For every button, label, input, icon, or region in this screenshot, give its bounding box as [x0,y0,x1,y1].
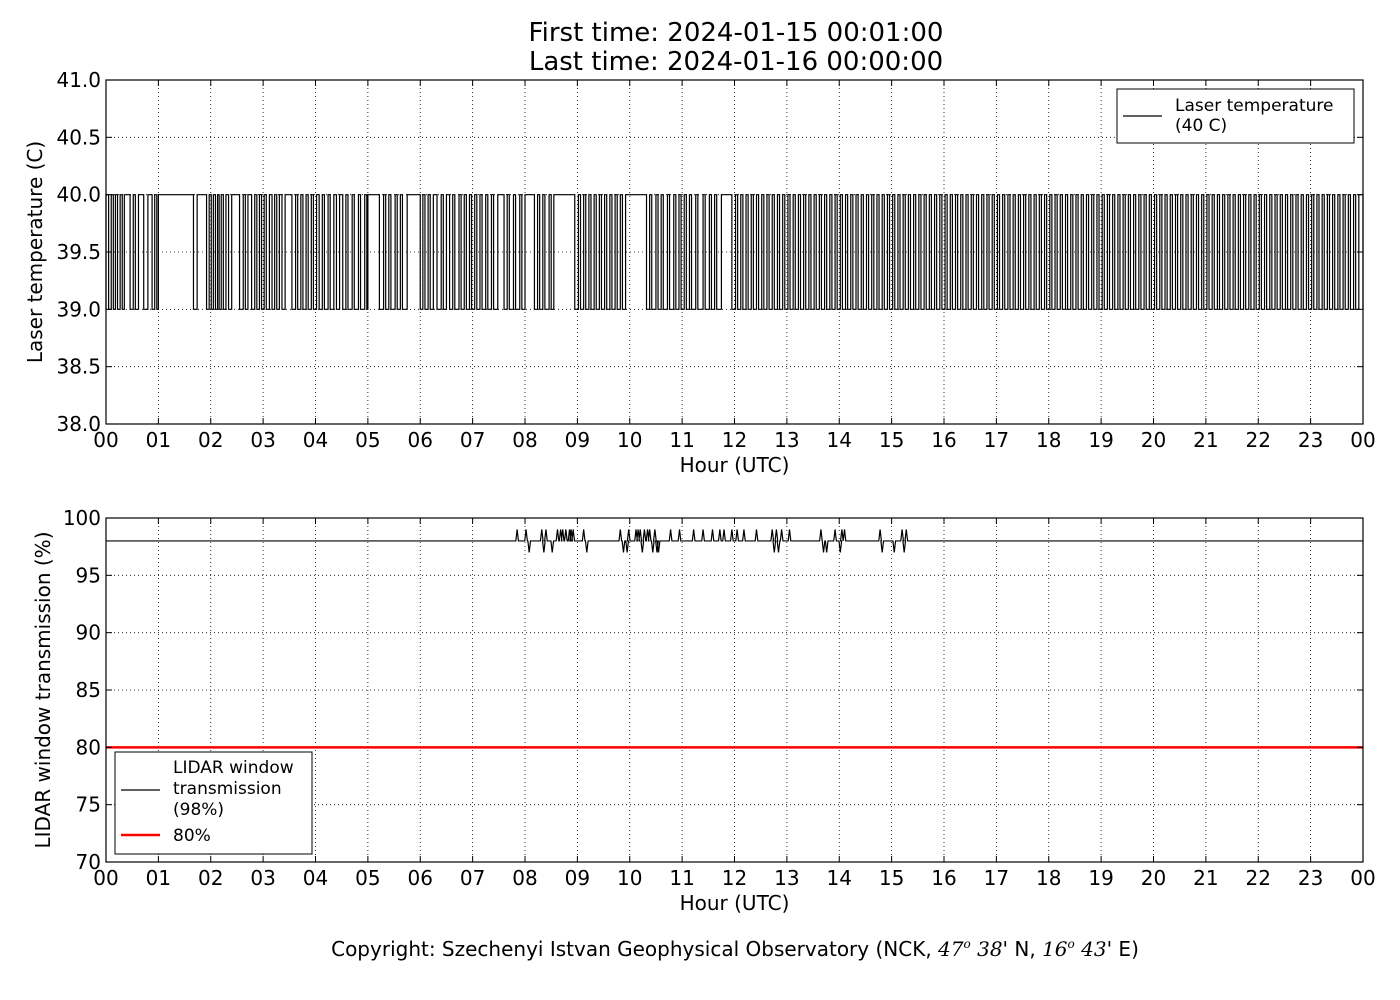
legend-label: (98%) [173,800,224,820]
x-tick-label: 15 [879,866,904,890]
longitude-minutes: 43 [1074,937,1107,961]
copyright-footer: Copyright: Szechenyi Istvan Geophysical … [0,937,1400,961]
y-tick-label: 40.0 [56,183,101,207]
x-tick-label: 02 [198,866,223,890]
x-tick-label: 10 [617,866,642,890]
x-tick-label: 13 [774,866,799,890]
y-tick-label: 38.0 [56,412,101,436]
x-tick-label: 00 [1350,866,1375,890]
y-tick-label: 95 [76,563,101,587]
y-axis-label: LIDAR window transmission (%) [31,532,55,849]
y-tick-label: 100 [63,506,101,530]
x-tick-label: 11 [669,866,694,890]
x-tick-label: 03 [250,428,275,452]
x-tick-label: 17 [984,428,1009,452]
x-tick-label: 12 [722,866,747,890]
chart-panel-1: 00 01 02 03 04 05 06 07 08 09 10 11 12 13 14 15 16 17 18 19… [23,68,1376,477]
y-tick-label: 39.0 [56,297,101,321]
x-tick-label: 05 [355,428,380,452]
x-tick-label: 16 [931,428,956,452]
y-tick-label: 85 [76,678,101,702]
legend-label: 80% [173,826,211,846]
y-tick-label: 70 [76,850,101,874]
x-tick-label: 16 [931,866,956,890]
x-tick-label: 00 [1350,428,1375,452]
x-tick-label: 19 [1088,866,1113,890]
y-tick-label: 38.5 [56,355,101,379]
x-tick-label: 07 [460,866,485,890]
y-tick-label: 39.5 [56,240,101,264]
x-tick-label: 00 [93,428,118,452]
x-tick-label: 22 [1246,866,1271,890]
x-tick-label: 04 [303,428,328,452]
y-tick-label: 75 [76,793,101,817]
copyright-prefix: Copyright: Szechenyi Istvan Geophysical … [331,937,939,961]
y-tick-label: 90 [76,621,101,645]
x-tick-label: 08 [512,866,537,890]
y-tick-label: 40.5 [56,125,101,149]
y-tick-label: 80 [76,735,101,759]
x-tick-label: 01 [146,428,171,452]
legend-box [114,751,313,855]
legend-label: Laser temperature [1175,96,1333,116]
legend: Laser temperature(40 C) [1116,88,1355,144]
chart-panel-2: 00 01 02 03 04 05 06 07 08 09 10 11 12 13 14 15 16 17 18 19… [31,506,1376,915]
x-axis-label: Hour (UTC) [680,891,790,915]
x-tick-label: 05 [355,866,380,890]
longitude-suffix: ' E) [1106,937,1139,961]
x-tick-label: 09 [565,428,590,452]
x-tick-label: 11 [669,428,694,452]
first-time-title: First time: 2024-01-15 00:01:00 [528,18,944,48]
x-tick-label: 22 [1246,428,1271,452]
latitude-suffix: ' N, [1002,937,1043,961]
x-tick-label: 23 [1298,428,1323,452]
last-time-title: Last time: 2024-01-16 00:00:00 [528,47,944,77]
x-tick-label: 14 [827,428,852,452]
x-tick-label: 06 [408,866,433,890]
x-tick-label: 20 [1141,866,1166,890]
x-tick-label: 08 [512,428,537,452]
x-tick-label: 01 [146,866,171,890]
x-tick-label: 14 [827,866,852,890]
legend-label: transmission [173,779,282,799]
x-tick-label: 13 [774,428,799,452]
x-tick-label: 18 [1036,866,1061,890]
latitude-degrees: 47 [938,937,964,961]
x-tick-label: 02 [198,428,223,452]
legend-label: LIDAR window [173,758,294,778]
x-tick-label: 07 [460,428,485,452]
x-tick-label: 10 [617,428,642,452]
x-tick-label: 21 [1193,866,1218,890]
longitude-degrees: 16 [1042,937,1068,961]
x-tick-label: 15 [879,428,904,452]
x-axis-label: Hour (UTC) [680,453,790,477]
latitude-degree-mark: o [963,937,971,951]
x-tick-label: 06 [408,428,433,452]
y-tick-label: 41.0 [56,68,101,92]
latitude-minutes: 38 [970,937,1003,961]
series-line-1 [106,529,1363,553]
longitude-degree-mark: o [1067,937,1075,951]
x-tick-label: 04 [303,866,328,890]
x-tick-label: 23 [1298,866,1323,890]
series-line-1 [105,194,1364,310]
x-tick-label: 19 [1088,428,1113,452]
legend-label: (40 C) [1175,116,1227,136]
x-tick-label: 18 [1036,428,1061,452]
x-tick-label: 17 [984,866,1009,890]
x-tick-label: 20 [1141,428,1166,452]
x-tick-label: 12 [722,428,747,452]
x-tick-label: 09 [565,866,590,890]
x-tick-label: 21 [1193,428,1218,452]
x-tick-label: 03 [250,866,275,890]
y-axis-label: Laser temperature (C) [23,141,47,363]
x-tick-label: 00 [93,866,118,890]
